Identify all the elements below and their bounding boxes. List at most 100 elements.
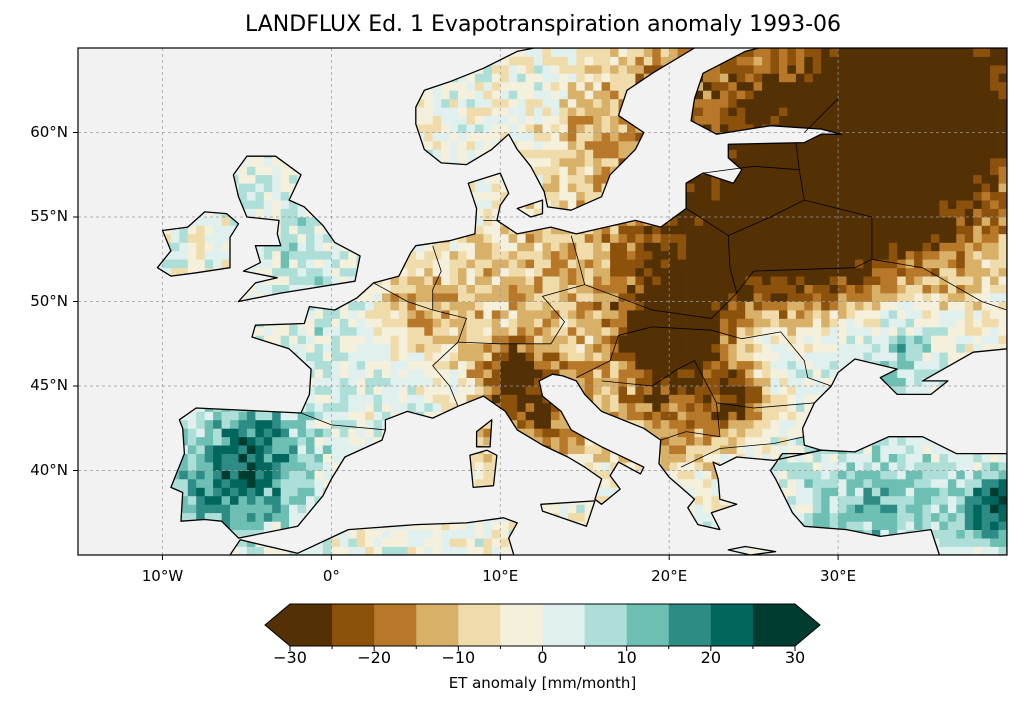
anomaly-cell: [517, 242, 526, 252]
anomaly-cell: [187, 478, 197, 488]
anomaly-cell: [458, 293, 467, 302]
anomaly-cell: [660, 318, 670, 328]
anomaly-cell: [339, 360, 349, 370]
anomaly-cell: [677, 301, 687, 311]
anomaly-cell: [238, 200, 248, 209]
anomaly-cell: [635, 225, 645, 235]
anomaly-cell: [238, 512, 248, 522]
anomaly-cell: [567, 191, 577, 201]
anomaly-cell: [745, 419, 754, 429]
anomaly-cell: [500, 529, 510, 539]
anomaly-cell: [179, 495, 189, 505]
anomaly-cell: [770, 394, 780, 404]
anomaly-cell: [601, 250, 611, 260]
anomaly-cell: [187, 411, 197, 421]
anomaly-cell: [686, 402, 695, 412]
anomaly-cell: [534, 377, 543, 387]
anomaly-cell: [601, 402, 611, 412]
anomaly-cell: [322, 386, 332, 395]
anomaly-cell: [187, 225, 197, 235]
anomaly-cell: [694, 419, 704, 429]
anomaly-cell: [373, 310, 383, 319]
anomaly-cell: [491, 343, 501, 353]
anomaly-cell: [559, 445, 569, 454]
anomaly-cell: [238, 478, 248, 488]
anomaly-cell: [289, 276, 298, 285]
anomaly-cell: [550, 301, 560, 311]
anomaly-cell: [745, 115, 754, 125]
anomaly-cell: [491, 225, 501, 235]
anomaly-cell: [618, 284, 628, 294]
anomaly-cell: [762, 453, 771, 463]
anomaly-cell: [593, 445, 602, 454]
anomaly-cell: [627, 81, 636, 91]
anomaly-cell: [458, 369, 467, 378]
anomaly-cell: [263, 208, 273, 218]
anomaly-cell: [230, 546, 239, 555]
anomaly-cell: [542, 140, 552, 150]
anomaly-cell: [407, 310, 417, 319]
anomaly-cell: [753, 200, 763, 209]
anomaly-cell: [221, 217, 231, 226]
anomaly-cell: [331, 436, 341, 446]
anomaly-cell: [745, 352, 754, 362]
anomaly-cell: [390, 343, 400, 353]
anomaly-cell: [196, 259, 205, 269]
anomaly-cell: [314, 343, 324, 353]
anomaly-cell: [415, 293, 425, 302]
anomaly-cell: [652, 284, 662, 294]
anomaly-cell: [246, 284, 256, 294]
anomaly-cell: [686, 335, 695, 345]
anomaly-cell: [728, 191, 738, 201]
anomaly-cell: [745, 140, 754, 150]
anomaly-cell: [669, 377, 678, 387]
anomaly-cell: [711, 259, 721, 269]
anomaly-cell: [770, 352, 780, 362]
anomaly-cell: [584, 250, 594, 260]
anomaly-cell: [542, 157, 552, 167]
anomaly-cell: [289, 200, 298, 209]
anomaly-cell: [770, 293, 780, 302]
anomaly-cell: [525, 284, 535, 294]
anomaly-cell: [534, 386, 543, 395]
anomaly-cell: [500, 233, 510, 243]
anomaly-cell: [753, 445, 763, 454]
anomaly-cell: [424, 386, 434, 395]
anomaly-cell: [162, 259, 172, 269]
anomaly-cell: [483, 276, 493, 285]
anomaly-cell: [491, 81, 501, 91]
anomaly-cell: [660, 242, 670, 252]
anomaly-cell: [610, 310, 619, 319]
anomaly-cell: [196, 428, 205, 438]
anomaly-cell: [458, 115, 467, 125]
anomaly-cell: [711, 208, 721, 218]
anomaly-cell: [500, 521, 510, 530]
anomaly-cell: [728, 386, 738, 395]
anomaly-cell: [567, 107, 577, 116]
anomaly-cell: [382, 538, 391, 547]
anomaly-cell: [280, 487, 290, 497]
anomaly-cell: [424, 284, 434, 294]
anomaly-cell: [230, 462, 239, 471]
anomaly-cell: [230, 521, 239, 530]
anomaly-cell: [517, 343, 526, 353]
anomaly-cell: [703, 377, 712, 387]
anomaly-cell: [458, 140, 467, 150]
anomaly-cell: [474, 140, 484, 150]
anomaly-cell: [686, 386, 695, 395]
anomaly-cell: [753, 183, 763, 193]
anomaly-cell: [762, 343, 771, 353]
anomaly-cell: [508, 267, 518, 277]
anomaly-cell: [432, 259, 442, 269]
anomaly-cell: [534, 352, 543, 362]
anomaly-cell: [204, 495, 214, 505]
anomaly-cell: [593, 174, 602, 184]
anomaly-cell: [398, 377, 408, 387]
anomaly-cell: [550, 276, 560, 285]
anomaly-cell: [179, 487, 189, 497]
anomaly-cell: [483, 369, 493, 378]
anomaly-cell: [534, 174, 543, 184]
anomaly-cell: [196, 504, 205, 514]
anomaly-cell: [483, 462, 493, 471]
